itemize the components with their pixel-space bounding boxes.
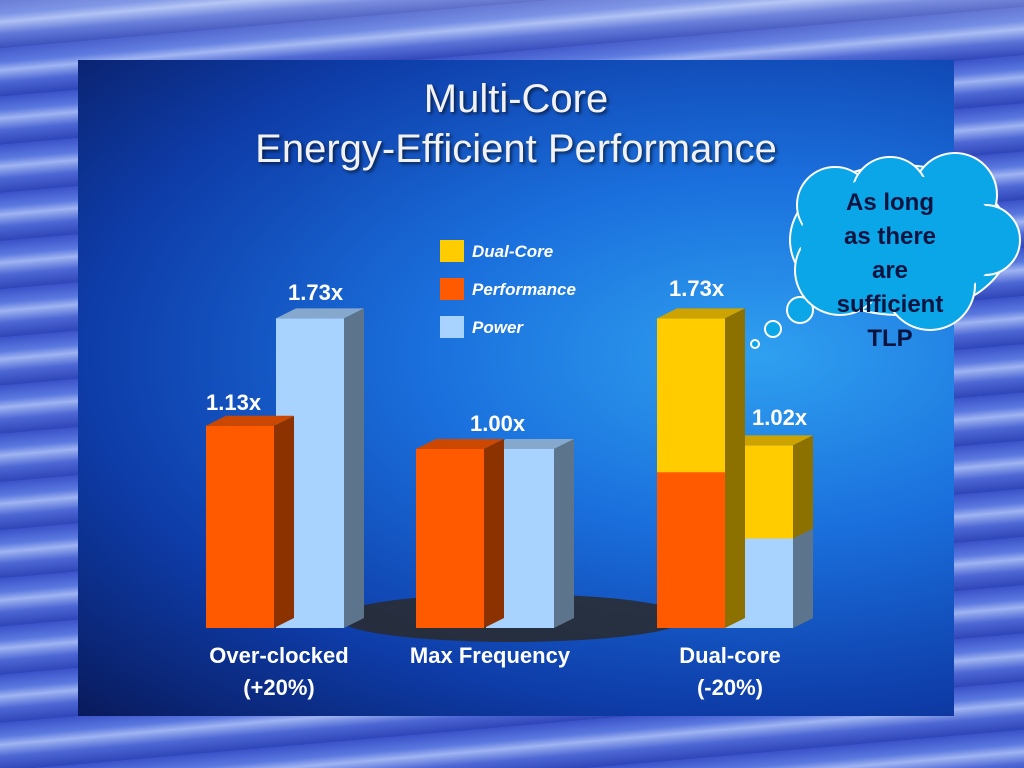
callout-line: are xyxy=(871,257,909,284)
bar-power-top xyxy=(486,439,574,449)
slide-title-line-2: Energy-Efficient Performance xyxy=(255,127,777,171)
legend-label: Performance xyxy=(472,280,576,299)
bar-power-side xyxy=(344,308,364,628)
category-label: Over-clocked xyxy=(209,643,348,668)
value-label: 1.73x xyxy=(288,280,344,305)
bar-performance-dual-top xyxy=(657,308,745,319)
bar-power-side xyxy=(793,528,813,628)
bar-performance-side xyxy=(274,415,294,628)
value-label: 1.73x xyxy=(669,276,725,301)
bar-performance xyxy=(657,472,725,628)
category-label: Max Frequency xyxy=(410,643,571,668)
callout-line: as there xyxy=(843,223,937,250)
callout-line: TLP xyxy=(867,325,913,352)
legend-label: Dual-Core xyxy=(472,242,553,261)
bar-performance xyxy=(416,449,484,628)
legend-swatch xyxy=(440,278,464,300)
legend-swatch xyxy=(440,240,464,262)
bar-power-dual-top xyxy=(725,435,813,446)
bar-performance-top xyxy=(416,439,504,449)
legend-label: Power xyxy=(472,318,524,337)
legend-swatch xyxy=(440,316,464,338)
category-label: (+20%) xyxy=(243,675,315,700)
bar-performance-side xyxy=(484,439,504,628)
value-label: 1.00x xyxy=(470,411,526,436)
category-label: (-20%) xyxy=(697,675,763,700)
bar-power-side xyxy=(554,439,574,628)
thought-bubble-text: As long as there are sufficient TLP xyxy=(810,186,970,356)
callout-line: sufficient xyxy=(836,291,944,318)
bar-performance-dual-side xyxy=(725,308,745,628)
category-label: Dual-core xyxy=(679,643,780,668)
value-label: 1.02x xyxy=(752,405,808,430)
bar-power-top xyxy=(276,308,364,319)
bar-performance-top xyxy=(206,415,294,426)
value-label: 1.13x xyxy=(206,390,262,415)
callout-line: As long xyxy=(846,189,934,216)
bar-performance xyxy=(206,425,274,628)
slide-title-line-1: Multi-Core xyxy=(423,77,609,121)
